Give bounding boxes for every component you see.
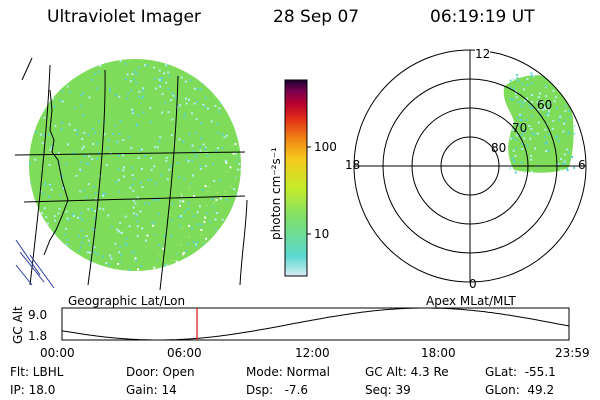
colorbar-unit-label: photon cm⁻²s⁻¹ bbox=[269, 147, 283, 240]
status-filter: Flt: LBHL bbox=[10, 365, 64, 379]
colorbar-tick-10: 10 bbox=[314, 227, 330, 241]
auroral-disk bbox=[29, 59, 241, 271]
altitude-plot bbox=[61, 307, 570, 341]
status-mode: Mode: Normal bbox=[246, 365, 330, 379]
mlt-label-12: 12 bbox=[475, 47, 491, 61]
coastline bbox=[43, 89, 69, 256]
altitude-curve bbox=[61, 307, 570, 341]
image-date: 28 Sep 07 bbox=[273, 7, 360, 27]
status-dsp: Dsp: -7.6 bbox=[246, 383, 309, 397]
xtick-1800: 18:00 bbox=[421, 346, 456, 360]
altitude-ytick: 9.0 bbox=[28, 308, 48, 322]
auroral-oval bbox=[503, 75, 574, 173]
altitude-ytick-bottom: 1.8 bbox=[28, 329, 48, 343]
mlt-label-0: 0 bbox=[469, 277, 477, 291]
apex-label: Apex MLat/MLT bbox=[426, 294, 516, 308]
xtick-2359: 23:59 bbox=[555, 346, 590, 360]
mlt-label-6: 6 bbox=[578, 158, 586, 172]
status-gc-alt: GC Alt: 4.3 Re bbox=[365, 365, 449, 379]
status-gain: Gain: 14 bbox=[126, 383, 177, 397]
altitude-ylabel: GC Alt bbox=[11, 306, 25, 344]
instrument-title: Ultraviolet Imager bbox=[47, 7, 201, 27]
magnetic-polar-plot bbox=[353, 49, 587, 283]
polar-grid bbox=[353, 49, 587, 283]
status-glat: GLat: -55.1 bbox=[485, 365, 556, 379]
geographic-label: Geographic Lat/Lon bbox=[68, 294, 186, 308]
mlat-label-70: 70 bbox=[512, 121, 528, 135]
status-seq: Seq: 39 bbox=[365, 383, 411, 397]
geographic-image bbox=[14, 57, 248, 291]
colorbar-tick-100: 100 bbox=[314, 140, 337, 154]
xtick-0600: 06:00 bbox=[167, 346, 202, 360]
status-glon: GLon: 49.2 bbox=[485, 383, 555, 397]
xtick-1200: 12:00 bbox=[295, 346, 330, 360]
status-ip: IP: 18.0 bbox=[10, 383, 56, 397]
coast-lines bbox=[15, 239, 55, 289]
mlat-label-60: 60 bbox=[537, 98, 553, 112]
status-door: Door: Open bbox=[126, 365, 195, 379]
mlt-label-18: 18 bbox=[345, 158, 361, 172]
xtick-0000: 00:00 bbox=[40, 346, 75, 360]
lat-lon-grid bbox=[14, 57, 248, 291]
mlat-label-80: 80 bbox=[491, 141, 507, 155]
image-time: 06:19:19 UT bbox=[430, 7, 535, 27]
colorbar bbox=[284, 79, 311, 277]
